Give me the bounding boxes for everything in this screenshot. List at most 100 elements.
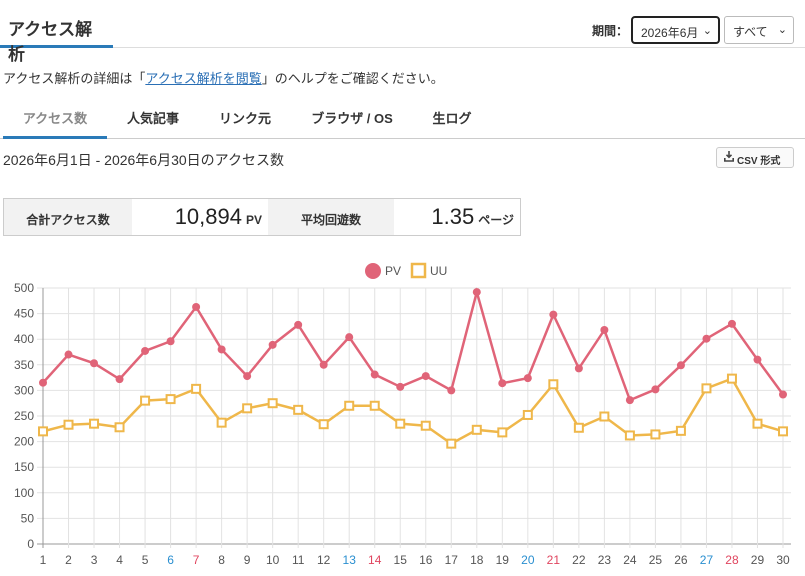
y-tick-label: 300 [14,383,34,397]
y-tick-label: 400 [14,332,34,346]
x-tick-label: 12 [317,553,331,567]
pv-point [166,337,175,346]
pv-point [90,359,99,368]
uu-series-line [42,377,784,446]
x-tick-label: 16 [419,553,433,567]
y-tick-label: 200 [14,435,34,449]
uu-point [522,409,533,420]
uu-point [701,383,712,394]
date-range-text: 2026年6月1日 - 2026年6月30日のアクセス数 [3,152,284,168]
y-tick-label: 50 [21,511,35,525]
pv-point [396,382,405,391]
x-tick-label: 19 [496,553,510,567]
avg-pages-label: 平均回遊数 [268,199,394,235]
pv-point [243,372,252,381]
x-tick-label: 1 [40,553,47,567]
tab-bar: アクセス数 人気記事 リンク元 ブラウザ / OS 生ログ [0,97,805,139]
pv-point [115,375,124,384]
help-text: アクセス解析の詳細は「アクセス解析を閲覧」のヘルプをご確認ください。 [3,71,444,86]
y-tick-label: 100 [14,486,34,500]
uu-point [191,383,202,394]
pv-point [651,385,660,394]
tab-browser-os[interactable]: ブラウザ / OS [311,111,393,126]
chevron-down-icon: ⌄ [702,25,712,37]
uu-point [140,395,151,406]
x-tick-label: 20 [521,553,535,567]
uu-point [395,418,406,429]
legend-pv-label: PV [385,264,402,278]
tab-access-count[interactable]: アクセス数 [3,97,107,139]
pv-point [600,325,609,334]
x-tick-label: 6 [167,553,174,567]
uu-point [650,429,661,440]
x-tick-label: 23 [598,553,612,567]
x-tick-label: 24 [623,553,637,567]
pv-point [64,350,73,359]
uu-point [624,430,635,441]
uu-point [420,420,431,431]
x-tick-label: 7 [193,553,200,567]
filter-select-value: すべて [733,25,768,39]
x-tick-label: 8 [218,553,225,567]
x-tick-label: 28 [725,553,739,567]
pv-point [753,355,762,364]
x-tick-label: 26 [674,553,688,567]
total-access-label: 合計アクセス数 [4,199,132,235]
x-tick-label: 5 [142,553,149,567]
filter-select[interactable]: すべて ⌄ [724,16,794,44]
uu-point [599,411,610,422]
uu-point [675,425,686,436]
pv-point [498,379,507,388]
y-tick-label: 150 [14,460,34,474]
x-tick-label: 9 [244,553,251,567]
total-access-value: 10,894 PV [174,204,262,229]
pv-point [370,370,379,379]
pv-series-line [42,287,785,402]
x-tick-label: 25 [649,553,663,567]
help-link[interactable]: アクセス解析を閲覧 [145,71,262,86]
pv-point [294,320,303,329]
pv-point [217,345,226,354]
legend-pv-marker [365,263,381,279]
uu-point [293,404,304,415]
uu-point [63,419,74,430]
tab-referrers[interactable]: リンク元 [218,111,271,126]
uu-point [344,400,355,411]
x-tick-label: 27 [700,553,714,567]
x-tick-label: 10 [266,553,280,567]
uu-point [89,418,100,429]
uu-point [471,424,482,435]
uu-point [242,403,253,414]
period-select[interactable]: 2026年6月 ⌄ [631,16,720,44]
pv-point [141,346,150,355]
x-tick-label: 22 [572,553,586,567]
y-tick-label: 500 [14,281,34,295]
pv-point [447,386,456,395]
pv-point [268,340,277,349]
uu-point [165,394,176,405]
pv-point [421,372,430,381]
pv-point [676,361,685,370]
x-tick-label: 29 [751,553,765,567]
tab-popular-articles[interactable]: 人気記事 [126,111,179,126]
uu-point [369,400,380,411]
uu-point [216,417,227,428]
csv-export-button[interactable]: CSV 形式 [716,147,794,168]
uu-point [267,398,278,409]
uu-point [726,373,737,384]
y-tick-label: 450 [14,307,34,321]
legend-markers [365,262,427,279]
pv-point [625,396,634,405]
avg-pages-value: 1.35 ページ [431,204,514,229]
x-tick-label: 2 [65,553,72,567]
page-title: アクセス解析 [0,0,113,64]
pv-point [319,360,328,369]
x-tick-label: 21 [547,553,561,567]
chevron-down-icon: ⌄ [777,24,787,36]
stats-box: 合計アクセス数 10,894 PV 平均回遊数 1.35 ページ [3,198,521,236]
y-tick-label: 0 [27,537,34,551]
tab-raw-log[interactable]: 生ログ [432,111,472,126]
pv-point [345,333,354,342]
uu-point [752,418,763,429]
